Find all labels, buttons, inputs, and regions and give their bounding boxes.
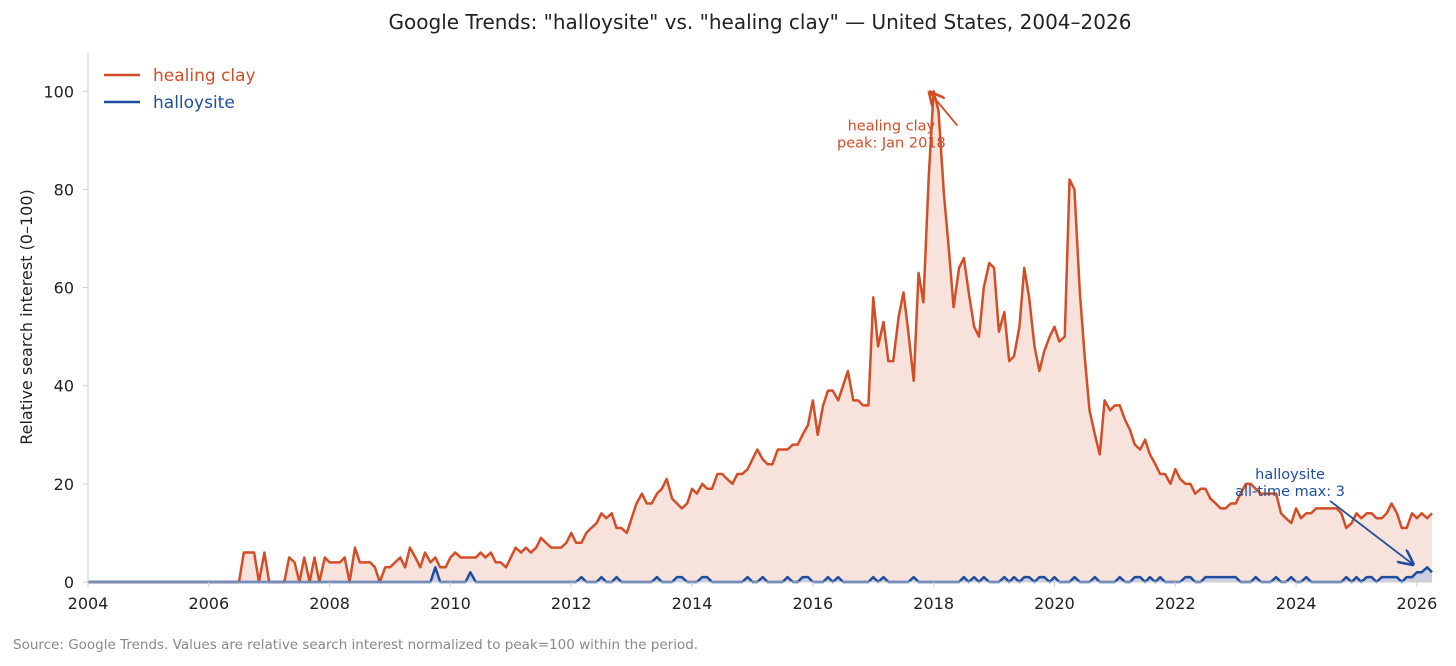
legend-label-healing-clay: healing clay xyxy=(153,66,256,86)
area-fill-healing-clay xyxy=(88,91,1432,582)
y-tick-label: 80 xyxy=(54,180,74,199)
x-tick-label: 2016 xyxy=(792,594,833,613)
plot-area xyxy=(88,90,1433,584)
chart-title: Google Trends: "halloysite" vs. "healing… xyxy=(389,10,1132,34)
y-tick-label: 40 xyxy=(54,377,74,396)
y-axis-label: Relative search interest (0–100) xyxy=(17,189,36,445)
source-note: Source: Google Trends. Values are relati… xyxy=(13,637,698,653)
series-fills xyxy=(88,91,1432,582)
x-tick-label: 2022 xyxy=(1155,594,1196,613)
legend: healing clay halloysite xyxy=(104,66,256,113)
x-tick-label: 2004 xyxy=(68,594,109,613)
annotation-arrow xyxy=(930,92,959,127)
y-tick-label: 20 xyxy=(54,475,74,494)
x-tick-label: 2024 xyxy=(1276,594,1317,613)
y-tick-label: 0 xyxy=(64,573,74,592)
x-tick-label: 2012 xyxy=(551,594,592,613)
y-tick-label: 60 xyxy=(54,279,74,298)
x-tick-label: 2008 xyxy=(309,594,350,613)
annotation-text: halloysite xyxy=(1255,467,1325,483)
x-tick-label: 2010 xyxy=(430,594,471,613)
series-line-healing-clay xyxy=(88,90,1433,584)
annotation-arrow xyxy=(1329,500,1413,564)
x-tick-label: 2018 xyxy=(913,594,954,613)
x-tick-label: 2026 xyxy=(1397,594,1438,613)
x-axis-ticks: 2004 2006 2008 2010 2012 2014 2016 2018 2020 2022… xyxy=(68,582,1438,613)
legend-label-halloysite: halloysite xyxy=(153,93,235,113)
x-tick-label: 2014 xyxy=(672,594,713,613)
annotation-text: all-time max: 3 xyxy=(1235,484,1345,500)
x-tick-label: 2006 xyxy=(188,594,229,613)
y-axis-ticks: 0 20 40 60 80 100 xyxy=(43,82,88,592)
annotation-text: healing clay xyxy=(848,119,936,135)
x-tick-label: 2020 xyxy=(1034,594,1075,613)
y-tick-label: 100 xyxy=(43,82,74,101)
annotation-text: peak: Jan 2018 xyxy=(837,136,946,152)
